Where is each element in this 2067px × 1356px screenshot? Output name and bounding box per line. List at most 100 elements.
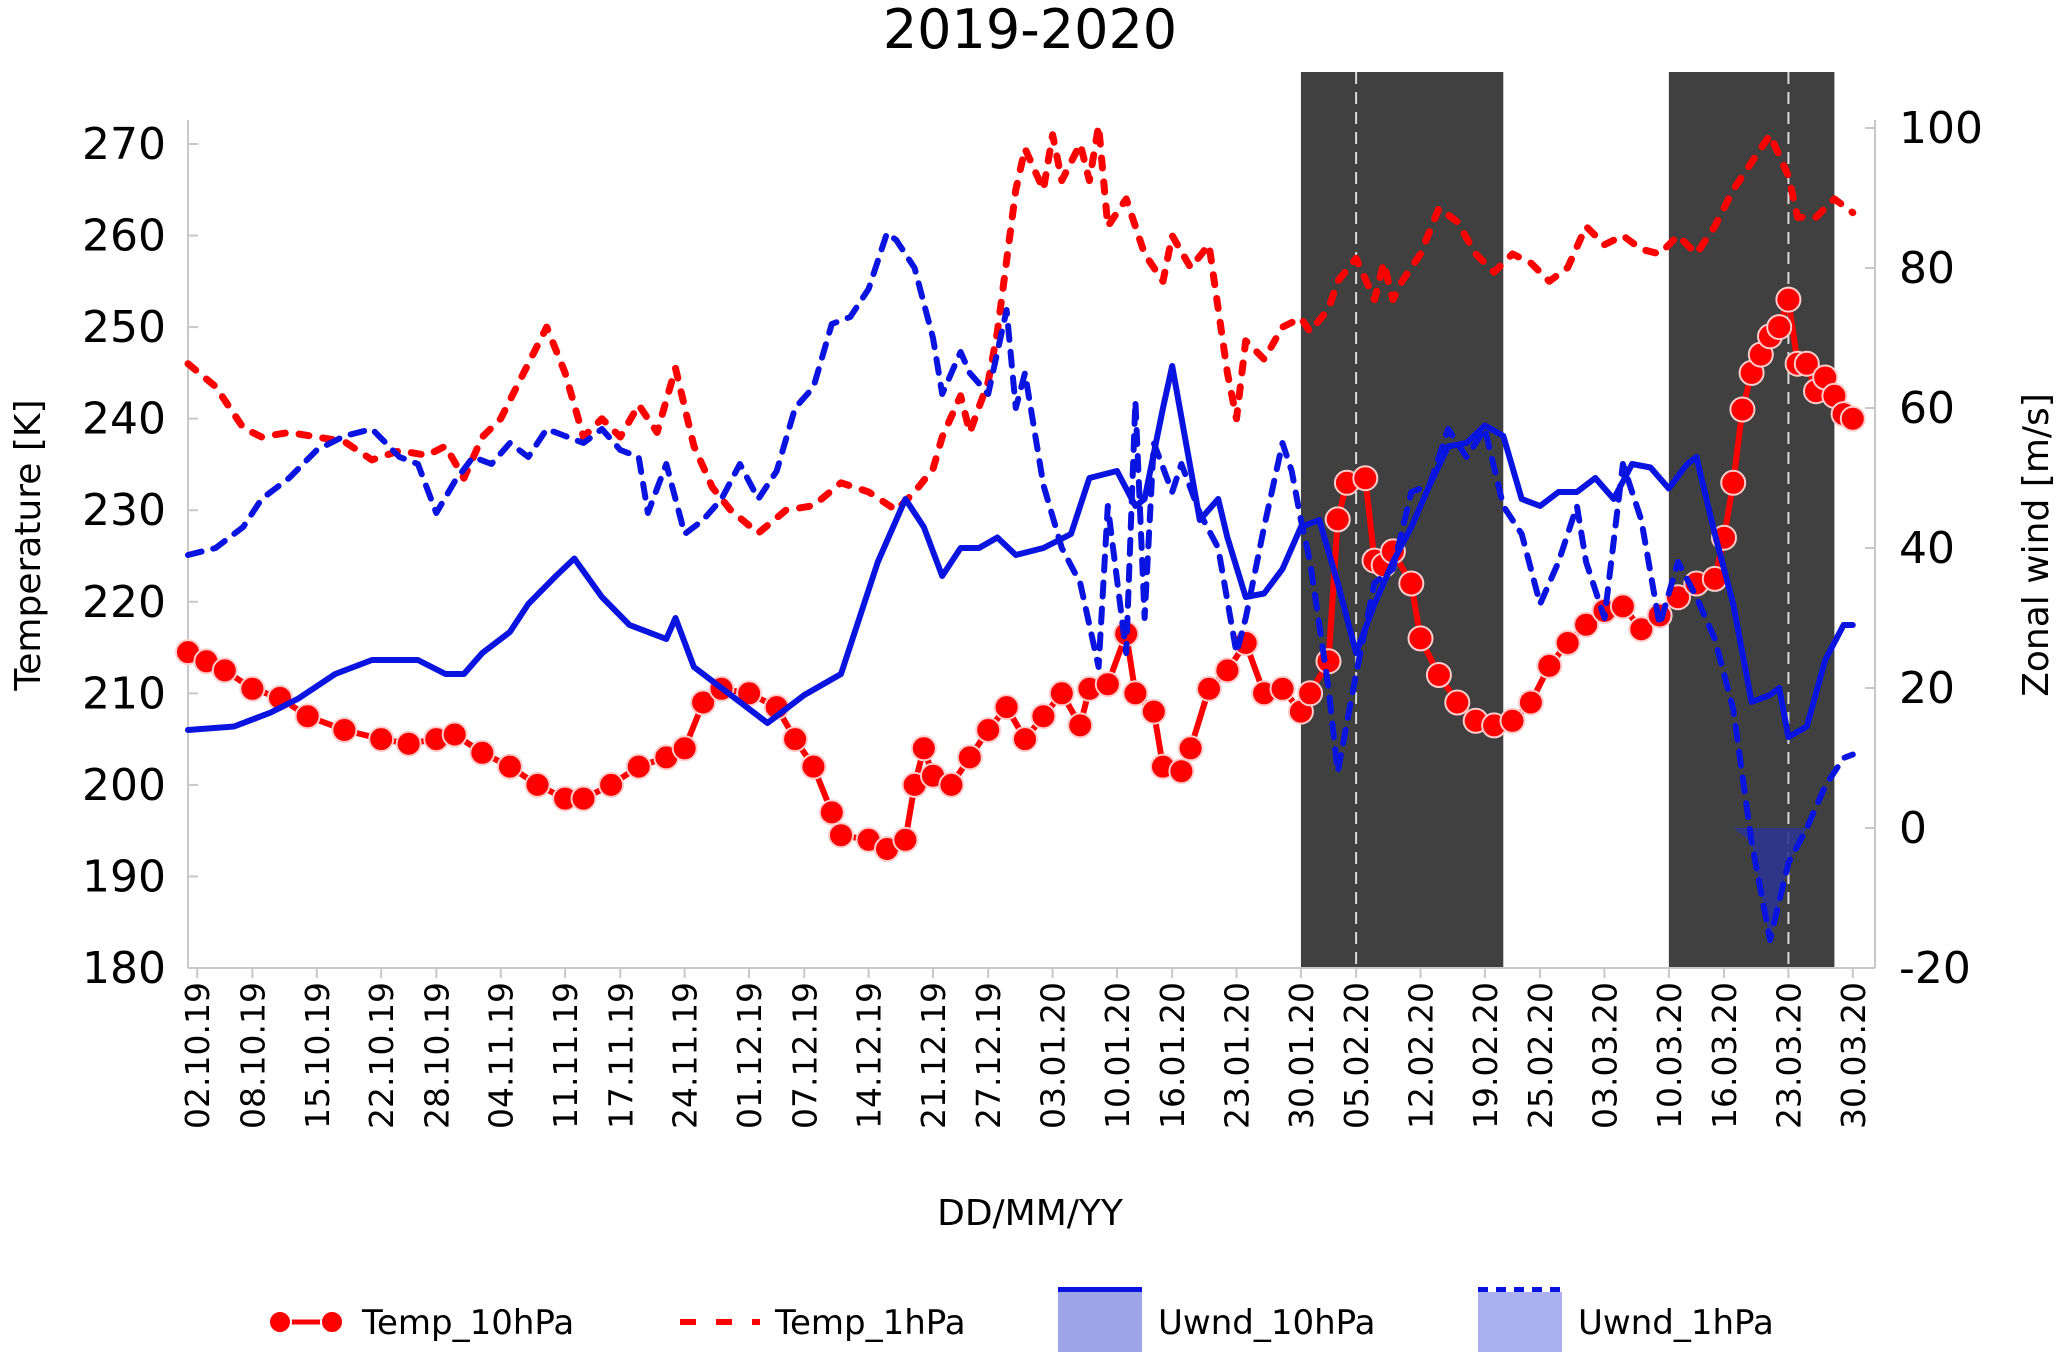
point-temp-10hpa <box>598 771 625 798</box>
x-tick-label: 07.12.19 <box>785 982 824 1129</box>
point-temp-10hpa <box>441 721 468 748</box>
point-temp-10hpa <box>625 753 652 780</box>
x-axis-label: DD/MM/YY <box>937 1193 1124 1234</box>
series-line-temp-1hpa <box>184 122 1857 537</box>
point-temp-10hpa <box>690 689 717 716</box>
legend-item-temp-1hpa: Temp_1hPa <box>680 1303 966 1343</box>
tick-marks <box>188 127 1875 978</box>
point-temp-10hpa <box>1573 611 1600 638</box>
series-line-uwnd-1hpa <box>185 230 1856 943</box>
point-temp-10hpa <box>938 771 965 798</box>
point-temp-10hpa <box>1094 671 1121 698</box>
left-axis-label: Temperature [K] <box>8 399 49 691</box>
x-tick-label: 17.11.19 <box>601 982 640 1129</box>
point-temp-10hpa <box>239 675 266 702</box>
point-temp-10hpa <box>1554 630 1581 656</box>
right-y-tick-label: 100 <box>1899 103 1983 154</box>
left-y-tick-label: 180 <box>82 943 166 994</box>
left-y-tick-label: 270 <box>82 119 166 170</box>
point-temp-10hpa <box>496 753 523 780</box>
x-tick-label: 14.12.19 <box>850 982 889 1129</box>
point-temp-10hpa <box>1407 625 1434 652</box>
legend-swatch-uwnd-10hpa-fill <box>1058 1292 1142 1352</box>
point-temp-10hpa <box>1140 698 1167 725</box>
point-temp-10hpa <box>892 826 919 853</box>
point-temp-10hpa <box>975 717 1002 743</box>
right-axis-label: Zonal wind [m/s] <box>2016 393 2057 697</box>
legend: Temp_10hPa Temp_1hPa Uwnd_10hPa Uwnd_1hP… <box>268 1287 1774 1352</box>
point-temp-10hpa <box>1609 593 1636 620</box>
right-y-tick-label: 60 <box>1899 383 1955 434</box>
x-tick-label: 23.03.20 <box>1769 982 1808 1129</box>
tick-labels: 2702602502402302202102001901801008060402… <box>82 103 1983 1129</box>
x-tick-label: 02.10.19 <box>178 982 217 1129</box>
x-tick-label: 19.02.20 <box>1466 982 1505 1129</box>
point-temp-10hpa <box>1048 680 1075 707</box>
x-tick-label: 25.02.20 <box>1521 982 1560 1129</box>
point-temp-10hpa <box>993 694 1020 721</box>
point-temp-10hpa <box>828 822 854 849</box>
axes <box>187 120 1876 969</box>
series <box>175 122 1866 943</box>
x-tick-label: 24.11.19 <box>666 982 705 1129</box>
point-temp-10hpa <box>1425 662 1452 688</box>
point-temp-10hpa <box>1214 657 1241 684</box>
point-temp-10hpa <box>1499 707 1526 734</box>
point-temp-10hpa <box>818 799 845 826</box>
series-line-uwnd-10hpa <box>185 363 1856 740</box>
legend-item-uwnd-1hpa: Uwnd_1hPa <box>1478 1287 1774 1352</box>
x-tick-label: 01.12.19 <box>730 982 769 1129</box>
x-tick-label: 30.03.20 <box>1834 982 1873 1129</box>
legend-label-uwnd-10hpa: Uwnd_10hPa <box>1158 1303 1375 1343</box>
point-temp-10hpa <box>1729 396 1756 423</box>
point-temp-10hpa <box>800 753 827 780</box>
shaded-period-2 <box>1668 72 1835 968</box>
right-y-tick-label: -20 <box>1899 943 1971 994</box>
left-y-tick-label: 250 <box>82 302 166 353</box>
x-tick-label: 03.01.20 <box>1034 982 1073 1129</box>
right-y-tick-label: 40 <box>1899 523 1955 574</box>
point-temp-10hpa <box>1766 314 1793 341</box>
left-y-tick-label: 240 <box>82 394 166 445</box>
point-temp-10hpa <box>1196 675 1222 702</box>
left-y-tick-label: 260 <box>82 211 166 262</box>
point-temp-10hpa <box>1517 689 1544 716</box>
left-y-tick-label: 230 <box>82 485 166 536</box>
x-tick-label: 27.12.19 <box>969 982 1008 1129</box>
legend-label-uwnd-1hpa: Uwnd_1hPa <box>1578 1303 1774 1343</box>
point-temp-10hpa <box>211 657 238 684</box>
x-tick-label: 15.10.19 <box>298 982 337 1129</box>
legend-marker-temp-10hpa <box>320 1310 344 1334</box>
x-tick-label: 04.11.19 <box>482 982 521 1129</box>
x-tick-label: 21.12.19 <box>914 982 953 1129</box>
x-tick-label: 03.03.20 <box>1585 982 1624 1129</box>
x-tick-label: 11.11.19 <box>546 982 585 1129</box>
x-tick-label: 23.01.20 <box>1218 982 1257 1129</box>
point-temp-10hpa <box>782 726 809 753</box>
legend-label-temp-1hpa: Temp_1hPa <box>774 1303 966 1343</box>
point-temp-10hpa <box>524 771 551 798</box>
negative-wind-area <box>1733 828 1807 940</box>
x-tick-label: 12.02.20 <box>1402 982 1441 1129</box>
x-tick-label: 16.01.20 <box>1153 982 1192 1129</box>
point-temp-10hpa <box>1067 712 1094 739</box>
point-temp-10hpa <box>1444 689 1471 716</box>
point-temp-10hpa <box>368 726 395 753</box>
legend-item-temp-10hpa: Temp_10hPa <box>268 1303 574 1343</box>
right-y-tick-label: 80 <box>1899 243 1955 294</box>
point-temp-10hpa <box>570 785 597 812</box>
right-y-tick-label: 20 <box>1899 663 1955 714</box>
point-temp-10hpa <box>1793 350 1820 377</box>
x-tick-label: 05.02.20 <box>1337 982 1376 1129</box>
point-temp-10hpa <box>910 735 937 762</box>
point-temp-10hpa <box>1269 675 1296 702</box>
x-tick-label: 28.10.19 <box>417 982 456 1129</box>
legend-swatch-uwnd-1hpa-fill <box>1478 1292 1562 1352</box>
point-temp-10hpa <box>331 717 358 743</box>
point-temp-10hpa <box>469 739 496 766</box>
point-temp-10hpa <box>1168 758 1195 785</box>
legend-label-temp-10hpa: Temp_10hPa <box>361 1303 574 1343</box>
chart-title: 2019-2020 <box>883 0 1177 61</box>
point-temp-10hpa <box>1720 469 1747 496</box>
x-tick-label: 08.10.19 <box>233 982 272 1129</box>
